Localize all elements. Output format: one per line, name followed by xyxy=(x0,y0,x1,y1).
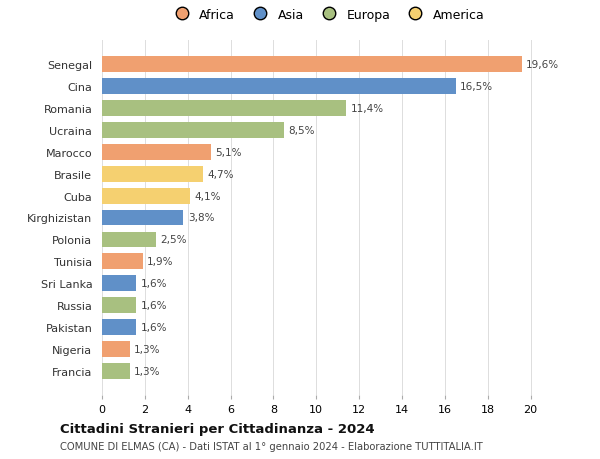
Legend: Africa, Asia, Europa, America: Africa, Asia, Europa, America xyxy=(169,9,485,22)
Bar xyxy=(102,276,136,291)
Bar xyxy=(102,254,143,269)
Bar xyxy=(102,232,155,248)
Text: 5,1%: 5,1% xyxy=(215,147,242,157)
Text: 2,5%: 2,5% xyxy=(160,235,187,245)
Text: 1,6%: 1,6% xyxy=(140,322,167,332)
Text: 4,1%: 4,1% xyxy=(194,191,221,201)
Bar xyxy=(102,167,203,182)
Bar xyxy=(102,210,184,226)
Text: 16,5%: 16,5% xyxy=(460,82,493,92)
Text: 1,6%: 1,6% xyxy=(140,300,167,310)
Bar xyxy=(102,123,284,139)
Bar xyxy=(102,341,130,357)
Text: 8,5%: 8,5% xyxy=(289,126,315,136)
Bar xyxy=(102,188,190,204)
Text: 1,9%: 1,9% xyxy=(147,257,173,267)
Text: COMUNE DI ELMAS (CA) - Dati ISTAT al 1° gennaio 2024 - Elaborazione TUTTITALIA.I: COMUNE DI ELMAS (CA) - Dati ISTAT al 1° … xyxy=(60,441,483,451)
Text: 1,3%: 1,3% xyxy=(134,366,161,376)
Text: 11,4%: 11,4% xyxy=(350,104,383,114)
Bar xyxy=(102,297,136,313)
Bar xyxy=(102,363,130,379)
Bar xyxy=(102,319,136,335)
Text: 1,3%: 1,3% xyxy=(134,344,161,354)
Bar xyxy=(102,57,522,73)
Bar xyxy=(102,145,211,160)
Bar xyxy=(102,101,346,117)
Text: 19,6%: 19,6% xyxy=(526,60,559,70)
Text: 3,8%: 3,8% xyxy=(188,213,214,223)
Text: 4,7%: 4,7% xyxy=(207,169,233,179)
Text: 1,6%: 1,6% xyxy=(140,279,167,289)
Text: Cittadini Stranieri per Cittadinanza - 2024: Cittadini Stranieri per Cittadinanza - 2… xyxy=(60,422,374,436)
Bar xyxy=(102,79,455,95)
